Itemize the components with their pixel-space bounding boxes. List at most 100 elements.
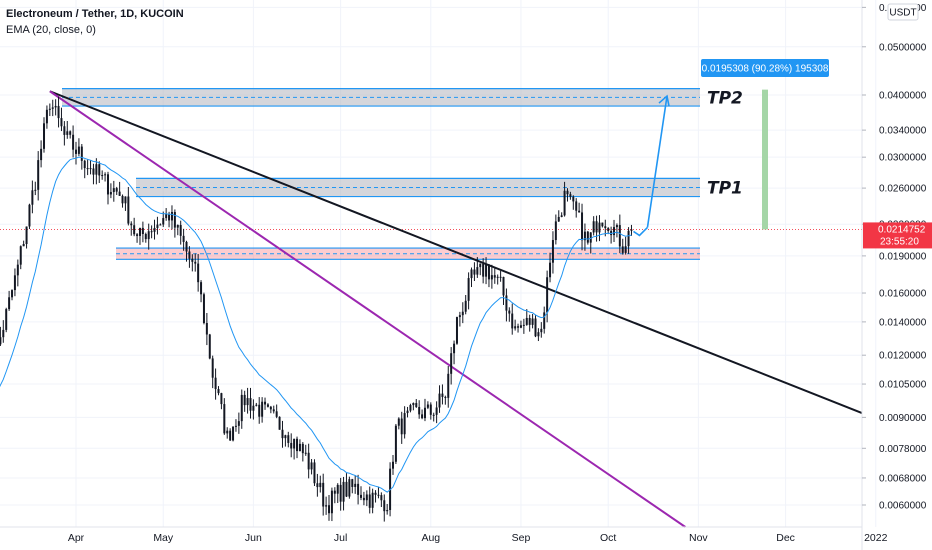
candle-body	[377, 494, 380, 496]
candle-body	[249, 398, 252, 411]
candle-body	[298, 443, 301, 452]
candle-body	[80, 146, 83, 161]
candle-body	[205, 323, 208, 335]
candle-body	[551, 240, 554, 263]
candle-body	[345, 481, 348, 497]
candle-body	[8, 297, 11, 310]
candle-body	[595, 221, 598, 233]
candle-body	[130, 223, 133, 226]
candle-body	[525, 317, 528, 325]
indicator-legend: EMA (20, close, 0)	[6, 24, 96, 36]
candle-body	[75, 149, 77, 154]
candle-body	[566, 190, 569, 195]
candle-body	[621, 246, 624, 253]
trend-lines[interactable]	[49, 90, 863, 528]
candle-body	[581, 212, 584, 241]
candle-body	[115, 188, 118, 192]
candle-body	[598, 222, 601, 233]
candle-body	[170, 212, 173, 221]
candle-body	[391, 461, 394, 469]
candle-body	[383, 500, 386, 512]
candle-body	[613, 227, 616, 236]
candle-body	[426, 404, 429, 408]
candle-body	[360, 494, 363, 498]
candle-body	[592, 221, 595, 233]
candle-body	[429, 404, 432, 415]
candle-body	[217, 389, 220, 394]
candle-body	[92, 168, 95, 175]
candle-body	[191, 258, 194, 262]
price-axis[interactable]: 0.06000000.05000000.04000000.03400000.03…	[861, 0, 927, 550]
time-axis[interactable]: Apr May Jun Jul Aug Sep Oct Nov Dec 2022	[0, 526, 888, 544]
candle-body	[54, 105, 57, 108]
currency-badge[interactable]: USDT	[887, 3, 919, 21]
candle-body	[543, 312, 546, 329]
candle-body	[156, 224, 159, 228]
candle-body	[438, 393, 441, 408]
candle-body	[301, 443, 304, 454]
candle-body	[208, 334, 211, 359]
measure-tool[interactable]: 0.0195308 (90.28%) 195308	[633, 59, 829, 237]
candle-body	[307, 452, 310, 470]
candle-body	[586, 231, 589, 243]
candle-body	[31, 190, 34, 205]
candle-body	[549, 262, 552, 278]
candle-body	[240, 394, 243, 422]
candle-body	[354, 483, 357, 487]
candle-body	[604, 226, 607, 229]
candle-body	[499, 276, 502, 278]
bar-countdown: 23:55:20	[880, 236, 919, 247]
candle-body	[519, 325, 522, 328]
last-price-tag: 0.0214752 23:55:20	[863, 222, 932, 249]
candle-body	[572, 196, 575, 202]
candle-body	[479, 263, 482, 268]
candle-body	[339, 484, 342, 502]
candle-body	[37, 160, 40, 190]
candle-body	[380, 495, 383, 501]
candle-body	[83, 160, 86, 169]
candle-body	[618, 225, 621, 247]
trendline-black[interactable]	[49, 90, 863, 415]
candle-body	[333, 490, 336, 494]
candle-body	[69, 131, 72, 135]
x-tick-label: Apr	[68, 532, 85, 544]
candle-body	[447, 373, 450, 398]
candle-body	[435, 407, 438, 415]
candle-body	[165, 214, 168, 219]
candle-body	[371, 492, 374, 508]
candle-body	[563, 190, 566, 216]
measure-arrow-line	[646, 95, 668, 228]
candle-body	[517, 326, 520, 328]
candle-body	[505, 295, 508, 311]
candle-body	[45, 109, 48, 124]
candle-body	[197, 263, 200, 283]
candle-body	[162, 218, 165, 225]
candle-body	[211, 358, 214, 378]
candle-body	[406, 410, 409, 414]
candle-body	[540, 328, 543, 333]
candle-body	[412, 403, 415, 406]
candle-body	[476, 267, 479, 275]
candle-body	[630, 229, 633, 231]
candle-body	[560, 215, 563, 217]
candle-body	[188, 251, 191, 259]
candle-body	[141, 227, 144, 234]
ema-line	[0, 156, 632, 493]
trendline-purple[interactable]	[49, 90, 686, 528]
x-tick-label: May	[153, 532, 174, 544]
candle-body	[133, 225, 136, 235]
candle-body	[19, 246, 22, 265]
candle-body	[554, 221, 557, 241]
candle-body	[275, 411, 278, 417]
candle-body	[28, 204, 31, 227]
candle-body	[200, 282, 203, 295]
candle-body	[458, 315, 461, 318]
candle-body	[336, 484, 339, 494]
candle-body	[368, 494, 371, 508]
candle-body	[322, 482, 325, 507]
y-tick-label: 0.0190000	[879, 251, 927, 262]
candle-body	[409, 405, 412, 411]
candle-body	[98, 164, 101, 176]
candle-body	[138, 227, 141, 236]
